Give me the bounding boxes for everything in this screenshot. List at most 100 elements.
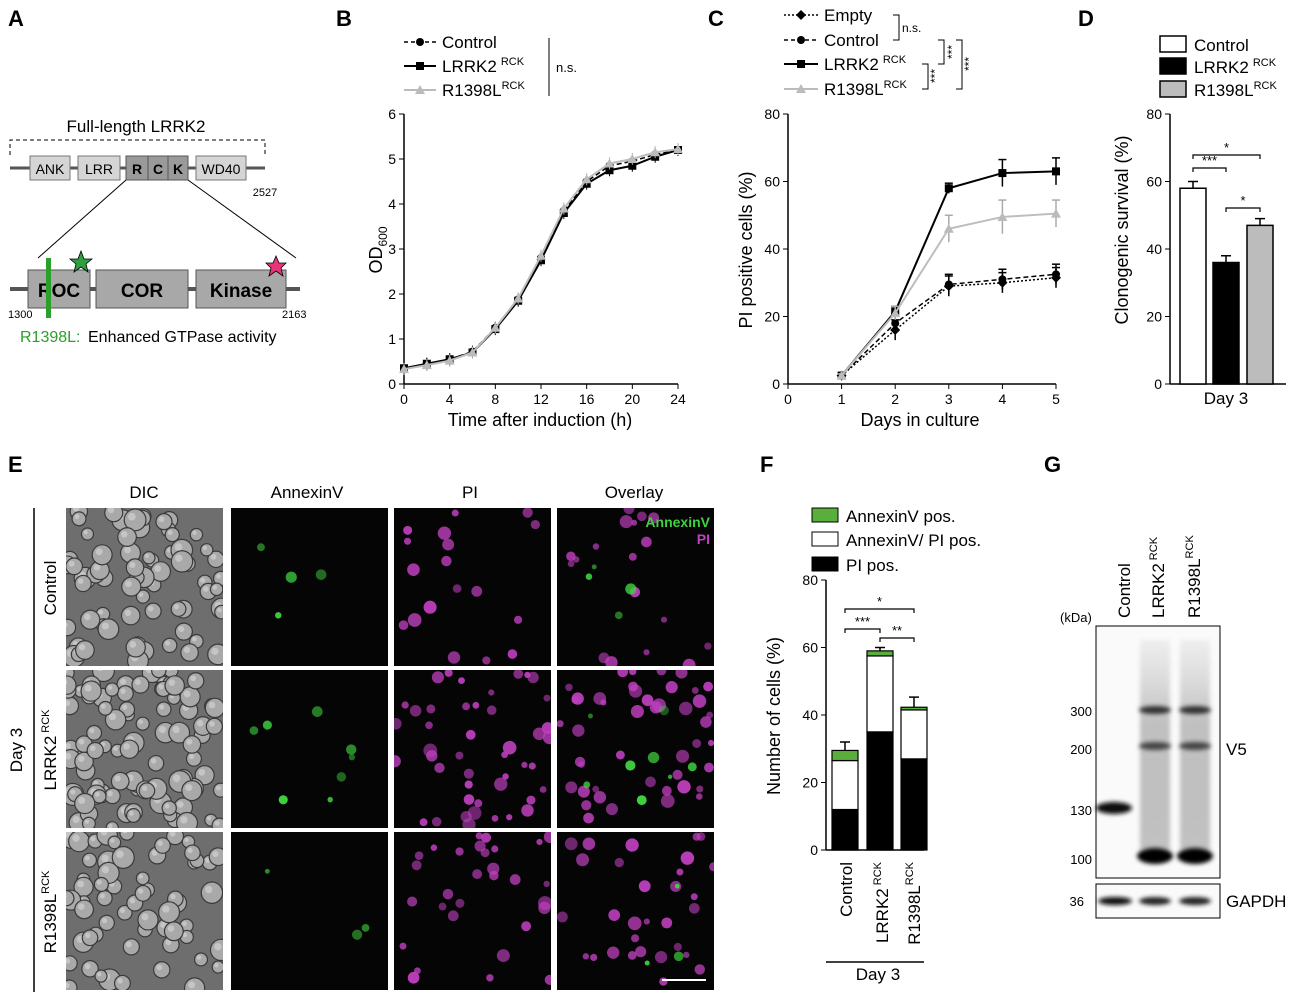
chart-f-bar-segment xyxy=(900,758,928,851)
pi-cell xyxy=(617,670,629,678)
dic-cell xyxy=(135,871,150,886)
dic-highlight xyxy=(126,941,132,948)
sig-f-lrrk2-r1398l xyxy=(879,637,915,642)
chart-c-xtick-label: 2 xyxy=(891,391,899,407)
overlay-legend-annexin: AnnexinV xyxy=(645,514,710,530)
annexin-cell xyxy=(311,706,323,717)
pi-cell xyxy=(494,777,508,791)
dic-cell xyxy=(151,670,167,679)
legend-swatch-double xyxy=(811,531,839,547)
col-header-pi: PI xyxy=(462,483,478,502)
dic-highlight xyxy=(165,640,171,646)
pi-cell xyxy=(403,525,413,535)
pi-cell xyxy=(496,949,510,963)
dic-highlight xyxy=(190,675,197,682)
pi-cell xyxy=(572,724,585,737)
dic-highlight xyxy=(177,801,184,808)
domain-wd40-label: WD40 xyxy=(202,161,241,177)
pi-cell xyxy=(407,563,420,576)
pi-cell xyxy=(688,902,700,914)
dic-highlight xyxy=(100,703,106,709)
sig-label-c4: *** xyxy=(962,57,976,71)
pi-cell xyxy=(636,511,647,522)
row-label-r1398l: R1398LRCK xyxy=(40,870,60,953)
legend-marker-r1398l xyxy=(415,85,425,94)
marker-100: 100 xyxy=(1070,852,1092,867)
dic-cell xyxy=(80,609,101,630)
micrograph-r3-c3 xyxy=(394,832,551,990)
legend-swatch-control-d xyxy=(1159,35,1187,53)
pi-cell xyxy=(680,851,695,865)
dic-highlight xyxy=(117,978,123,984)
pi-cell xyxy=(564,837,578,851)
pi-cell xyxy=(661,917,673,929)
annexin-cell xyxy=(625,760,636,771)
dic-highlight xyxy=(175,554,183,562)
band-lrrk2-200 xyxy=(1139,742,1171,750)
pi-cell xyxy=(683,951,690,959)
dic-highlight xyxy=(128,811,134,816)
annexin-cell xyxy=(249,726,259,735)
sig-f-lrrk2-r1398l-label: ** xyxy=(892,623,902,638)
pi-cell xyxy=(462,702,470,711)
chart-b-ytick-label: 6 xyxy=(388,106,396,122)
chart-c-point xyxy=(943,223,954,233)
pi-cell xyxy=(660,616,668,623)
dic-cell xyxy=(68,832,91,853)
chart-c-point xyxy=(1052,167,1060,176)
lane-label-lrrk2: LRRK2RCK xyxy=(1148,536,1168,618)
dic-highlight xyxy=(151,849,158,856)
pi-cell xyxy=(660,794,675,808)
pi-cell xyxy=(407,896,418,907)
panel-letter-b: B xyxy=(336,6,352,31)
sig-bracket-c1 xyxy=(893,14,900,41)
dic-highlight xyxy=(84,613,91,621)
dic-highlight xyxy=(158,684,164,690)
dic-cell xyxy=(91,544,113,566)
dic-highlight xyxy=(167,530,173,535)
panel-letter-c: C xyxy=(708,6,724,31)
dic-cell xyxy=(110,771,130,791)
pi-cell xyxy=(614,857,624,868)
micrograph-grid xyxy=(66,508,714,990)
overlay-legend-pi: PI xyxy=(697,531,710,547)
micrograph-bg xyxy=(394,508,551,666)
dic-highlight xyxy=(84,932,91,939)
legend-label-pi: PI pos. xyxy=(846,556,899,575)
chart-f-bar-segment xyxy=(866,731,894,851)
annexin-cell xyxy=(264,868,270,874)
dic-highlight xyxy=(66,700,71,707)
pi-cell xyxy=(486,705,497,715)
pi-cell xyxy=(627,916,642,931)
dic-highlight xyxy=(84,855,90,861)
pi-cell xyxy=(696,793,703,800)
dic-highlight xyxy=(114,775,121,782)
legend-marker-r1398l-c xyxy=(796,84,806,93)
dic-highlight xyxy=(125,580,132,588)
micrograph-content xyxy=(399,832,551,985)
legend-swatch-pi xyxy=(811,556,839,572)
dic-cell xyxy=(119,832,135,841)
dic-highlight xyxy=(78,738,85,745)
legend-swatch-lrrk2-d xyxy=(1159,57,1187,75)
domain-ank xyxy=(29,155,71,181)
pi-cell xyxy=(631,519,638,526)
pi-cell xyxy=(656,670,667,676)
pi-cell xyxy=(645,776,656,788)
sig-f-control-r1398l xyxy=(844,608,915,613)
chart-c-point xyxy=(836,370,847,380)
pi-cell xyxy=(543,832,551,844)
pi-cell xyxy=(455,751,464,760)
dic-cell xyxy=(135,716,150,731)
chart-f-bar-segment xyxy=(900,706,928,711)
dic-highlight xyxy=(141,785,148,792)
chart-c-point xyxy=(998,169,1007,178)
chart-c-point xyxy=(944,280,953,289)
annexin-cell xyxy=(673,951,684,962)
dic-highlight xyxy=(66,622,68,628)
pi-cell xyxy=(572,556,580,563)
legend-marker-lrrk2 xyxy=(416,62,424,70)
dic-highlight xyxy=(141,913,149,921)
dic-cell xyxy=(170,550,194,573)
dic-highlight xyxy=(93,780,98,786)
